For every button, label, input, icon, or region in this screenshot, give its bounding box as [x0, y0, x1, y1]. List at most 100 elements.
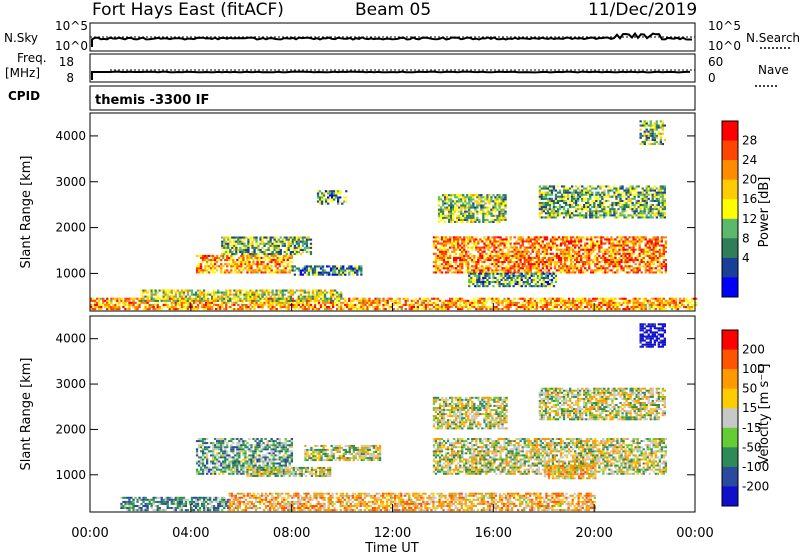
power-cell-8	[643, 212, 646, 215]
power-cell-6	[487, 236, 490, 239]
power-cell-2	[230, 256, 233, 259]
power-cell-5	[316, 194, 320, 197]
power-cell-0	[541, 297, 544, 300]
power-cell-3	[247, 240, 250, 243]
power-cell-8	[633, 210, 636, 213]
power-cell-0	[354, 303, 357, 306]
power-cell-0	[94, 303, 97, 306]
power-cell-0	[471, 306, 474, 309]
power-cell-0	[608, 299, 611, 302]
power-cell-0	[553, 301, 557, 304]
power-cell-6	[576, 250, 579, 253]
power-cell-7	[476, 216, 479, 219]
power-cell-1	[303, 295, 307, 298]
power-cell-6	[604, 238, 607, 241]
power-cell-1	[200, 297, 204, 300]
power-cell-2	[268, 265, 271, 268]
power-cell-8	[623, 210, 626, 213]
power-cell-7	[450, 208, 453, 211]
power-cell-0	[652, 306, 655, 309]
power-cell-6	[501, 267, 504, 270]
power-cell-0	[271, 306, 274, 309]
power-cell-6	[652, 256, 655, 259]
power-cell-0	[559, 306, 563, 309]
power-cell-8	[544, 208, 548, 211]
power-cell-8	[657, 197, 660, 200]
power-cell-0	[374, 306, 377, 309]
power-cell-0	[618, 297, 621, 300]
power-cell-3	[237, 236, 240, 239]
power-cell-0	[495, 308, 498, 311]
power-cell-6	[537, 261, 540, 264]
power-cell-0	[291, 306, 294, 309]
power-cell-6	[660, 248, 663, 251]
power-cell-8	[548, 208, 552, 211]
power-cell-2	[288, 271, 291, 274]
power-cell-1	[315, 295, 319, 298]
power-cell-2	[250, 269, 253, 272]
power-cell-0	[184, 301, 188, 304]
power-cell-0	[467, 308, 470, 311]
power-cell-8	[651, 212, 654, 215]
power-cell-0	[565, 301, 569, 304]
power-cell-8	[577, 187, 580, 190]
power-cell-1	[261, 293, 264, 296]
power-cell-6	[592, 236, 595, 239]
power-cell-2	[250, 265, 253, 268]
power-cell-8	[599, 210, 602, 213]
power-cell-6	[501, 252, 504, 255]
power-cell-8	[621, 212, 624, 215]
power-cell-7	[448, 216, 451, 219]
power-cell-0	[594, 308, 597, 311]
power-cell-3	[303, 236, 307, 239]
power-cell-1	[247, 295, 250, 298]
power-cell-6	[608, 261, 611, 264]
power-cell-0	[614, 306, 617, 309]
power-cell-8	[599, 187, 602, 190]
power-cell-0	[533, 308, 536, 311]
power-cell-3	[255, 246, 258, 249]
power-cell-4	[334, 273, 337, 276]
power-cell-4	[328, 271, 331, 274]
power-cell-6	[576, 252, 579, 255]
power-cell-0	[485, 301, 488, 304]
power-cell-4	[342, 267, 345, 270]
power-cell-0	[271, 301, 274, 304]
power-cell-6	[444, 238, 448, 241]
power-cell-8	[583, 193, 586, 196]
power-cell-4	[344, 273, 347, 276]
power-cell-6	[446, 238, 450, 241]
power-cell-8	[649, 204, 652, 207]
power-cell-8	[554, 199, 558, 202]
power-cell-3	[275, 253, 278, 256]
power-cell-1	[251, 293, 254, 296]
power-cell-3	[271, 242, 274, 245]
power-cell-6	[596, 263, 599, 266]
power-cell-8	[589, 210, 592, 213]
power-cell-6	[463, 246, 466, 249]
power-cell-0	[557, 297, 561, 300]
power-cell-1	[164, 291, 167, 294]
power-cell-6	[632, 261, 635, 264]
power-cell-6	[618, 256, 621, 259]
power-cell-6	[531, 248, 534, 251]
power-cell-7	[486, 198, 489, 201]
power-cell-6	[630, 265, 633, 268]
power-cell-6	[453, 261, 456, 264]
power-cell-6	[586, 242, 589, 245]
power-cell-2	[284, 267, 287, 270]
power-cell-0	[225, 301, 228, 304]
power-cell-7	[443, 200, 447, 203]
power-cell-8	[585, 206, 588, 209]
power-cell-6	[628, 256, 631, 259]
power-cell-5	[324, 202, 328, 205]
power-cell-8	[558, 204, 562, 207]
power-cell-1	[271, 299, 274, 302]
power-cell-7	[484, 220, 487, 223]
power-cell-6	[463, 240, 466, 243]
power-cell-6	[586, 269, 589, 272]
power-cell-2	[278, 265, 281, 268]
power-cell-0	[259, 303, 262, 306]
power-cell-6	[644, 263, 647, 266]
power-cell-6	[606, 250, 609, 253]
